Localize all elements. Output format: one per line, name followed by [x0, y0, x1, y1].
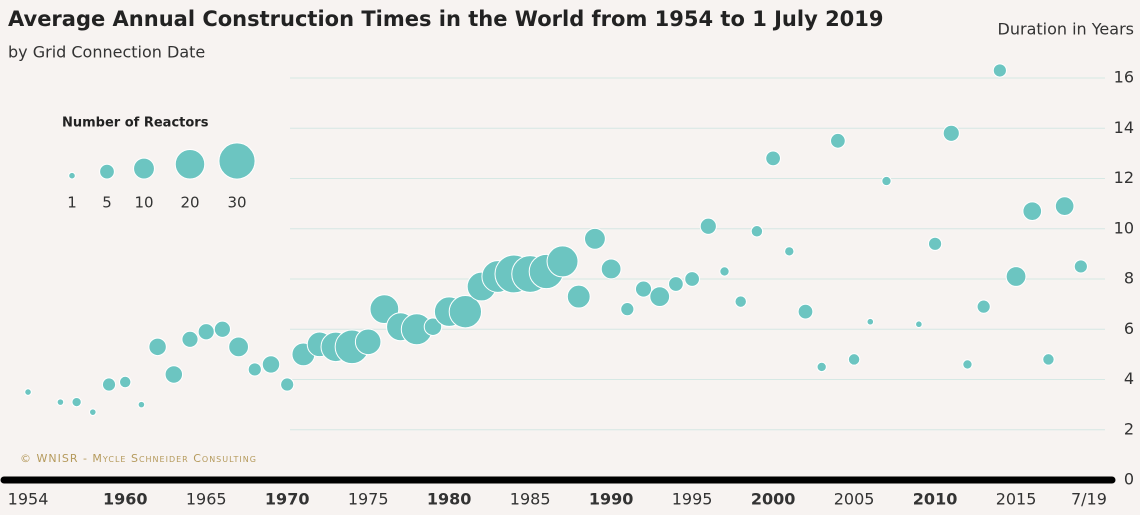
x-tick-label: 2010	[913, 490, 958, 509]
bubble	[89, 408, 97, 416]
bubble	[1022, 201, 1043, 221]
x-tick-label: 2005	[834, 490, 875, 509]
bubble	[927, 236, 943, 251]
bubble	[668, 276, 684, 292]
bubble	[119, 375, 132, 389]
y-tick-label: 6	[1124, 319, 1134, 338]
y-axis-label: Duration in Years	[998, 20, 1134, 39]
legend-bubble	[174, 148, 206, 180]
bubble	[1073, 259, 1088, 274]
bubble	[915, 320, 923, 329]
bubble	[181, 330, 199, 348]
y-tick-label: 12	[1114, 168, 1134, 187]
bubble	[600, 258, 622, 280]
bubble	[962, 359, 973, 370]
bubble	[24, 388, 32, 396]
x-tick-label: 1990	[589, 490, 634, 509]
bubble	[423, 317, 443, 336]
y-tick-label: 10	[1114, 218, 1134, 237]
bubble	[448, 294, 483, 329]
bubble	[213, 320, 231, 338]
x-tick-label: 1970	[265, 490, 310, 509]
chart-subtitle: by Grid Connection Date	[8, 43, 205, 62]
bubble	[816, 361, 827, 373]
y-tick-label: 0	[1124, 470, 1134, 489]
bubble	[71, 396, 82, 408]
x-tick-label: 1985	[510, 490, 551, 509]
bubble	[699, 217, 717, 235]
x-tick-label: 2000	[751, 490, 796, 509]
legend-bubble	[218, 142, 256, 180]
legend-bubble	[99, 163, 115, 180]
legend-label: 1	[67, 194, 77, 212]
bubble	[164, 365, 184, 384]
legend-bubble	[68, 171, 76, 180]
credit: © WNISR - Mycle Schneider Consulting	[20, 452, 257, 465]
bubble	[750, 225, 764, 238]
x-tick-label: 1960	[103, 490, 148, 509]
y-tick-label: 2	[1124, 419, 1134, 438]
y-tick-label: 4	[1124, 369, 1134, 388]
bubble	[280, 377, 295, 392]
x-tick-label: 7/19	[1071, 490, 1107, 509]
y-tick-label: 8	[1124, 269, 1134, 288]
bubble	[228, 336, 249, 358]
bubble	[56, 398, 65, 406]
bubble	[734, 295, 747, 308]
bubble	[784, 246, 795, 257]
bubble	[1042, 353, 1055, 366]
legend-label: 10	[134, 194, 153, 212]
bubble	[719, 266, 730, 277]
bubble	[247, 362, 262, 377]
bubble	[881, 175, 892, 187]
x-tick-label: 1965	[186, 490, 227, 509]
bubble	[976, 299, 991, 314]
bubble	[137, 400, 146, 409]
bubble	[684, 271, 700, 287]
bubble	[649, 286, 671, 307]
bubble	[797, 303, 814, 320]
x-tick-label: 1975	[348, 490, 389, 509]
bubble	[354, 328, 382, 356]
x-tick-label: 1954	[8, 490, 49, 509]
legend-bubble	[133, 157, 155, 180]
bubble	[566, 284, 591, 309]
bubble	[583, 227, 606, 250]
bubble	[261, 355, 281, 374]
bubble	[830, 132, 846, 149]
bubble	[992, 63, 1007, 78]
x-tick-label: 1980	[427, 490, 472, 509]
y-tick-label: 14	[1114, 118, 1134, 137]
x-tick-label: 2015	[996, 490, 1037, 509]
y-tick-label: 16	[1114, 68, 1134, 87]
bubble	[942, 124, 960, 142]
bubble	[546, 245, 579, 278]
bubble	[197, 323, 215, 341]
bubble	[634, 280, 653, 298]
bubble	[847, 353, 861, 366]
legend-title: Number of Reactors	[62, 116, 209, 131]
bubble	[620, 302, 635, 317]
legend-label: 20	[180, 194, 199, 212]
bubble	[765, 150, 781, 167]
bubble	[101, 377, 117, 392]
legend-label: 30	[227, 194, 246, 212]
bubble	[1054, 196, 1075, 216]
x-tick-label: 1995	[672, 490, 713, 509]
bubble	[1005, 266, 1027, 287]
bubble	[148, 337, 167, 357]
chart-title: Average Annual Construction Times in the…	[8, 7, 884, 31]
bubble	[866, 317, 875, 326]
legend-label: 5	[102, 194, 112, 212]
